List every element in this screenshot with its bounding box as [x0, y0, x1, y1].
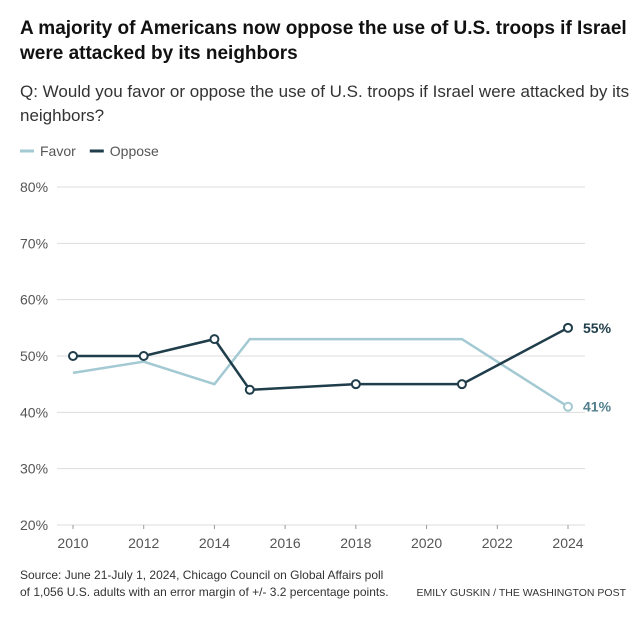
- point: [563, 401, 573, 412]
- y-tick-label: 40%: [20, 404, 48, 420]
- chart: 20% 30% 40% 50% 60% 70% 80% 2010 2012 2014 2016 201…: [20, 143, 612, 551]
- legend-label: Favor: [40, 143, 76, 159]
- x-tick-label: 2022: [482, 535, 513, 551]
- credit: EMILY GUSKIN / THE WASHINGTON POST: [416, 587, 626, 599]
- x-tick-label: 2014: [199, 535, 230, 551]
- x-tick-label: 2024: [552, 535, 583, 551]
- x-tick-label: 2016: [270, 535, 301, 551]
- y-tick-label: 50%: [20, 348, 48, 364]
- point: [350, 379, 361, 390]
- x-tick-label: 2010: [57, 535, 88, 551]
- x-tick-label: 2018: [340, 535, 371, 551]
- point: [244, 384, 255, 395]
- point: [68, 351, 78, 361]
- value-label: 55%: [583, 320, 612, 336]
- title: A majority of Americans now oppose the u…: [20, 18, 627, 64]
- y-tick-label: 20%: [20, 517, 48, 533]
- y-tick-label: 30%: [20, 461, 48, 477]
- legend-label: Oppose: [110, 143, 159, 159]
- y-tick-label: 60%: [20, 292, 48, 308]
- point: [456, 379, 467, 390]
- subtitle: Q: Would you favor or oppose the use of …: [20, 82, 630, 125]
- line: [72, 337, 569, 408]
- x-tick-label: 2012: [128, 535, 159, 551]
- point: [209, 334, 220, 345]
- y-tick-label: 80%: [20, 179, 48, 195]
- value-label: 41%: [583, 399, 612, 415]
- x-tick-label: 2020: [411, 535, 442, 551]
- point: [138, 351, 149, 361]
- y-tick-label: 70%: [20, 235, 48, 251]
- source: Source: June 21-July 1, 2024, Chicago Co…: [20, 568, 389, 599]
- point: [563, 322, 573, 333]
